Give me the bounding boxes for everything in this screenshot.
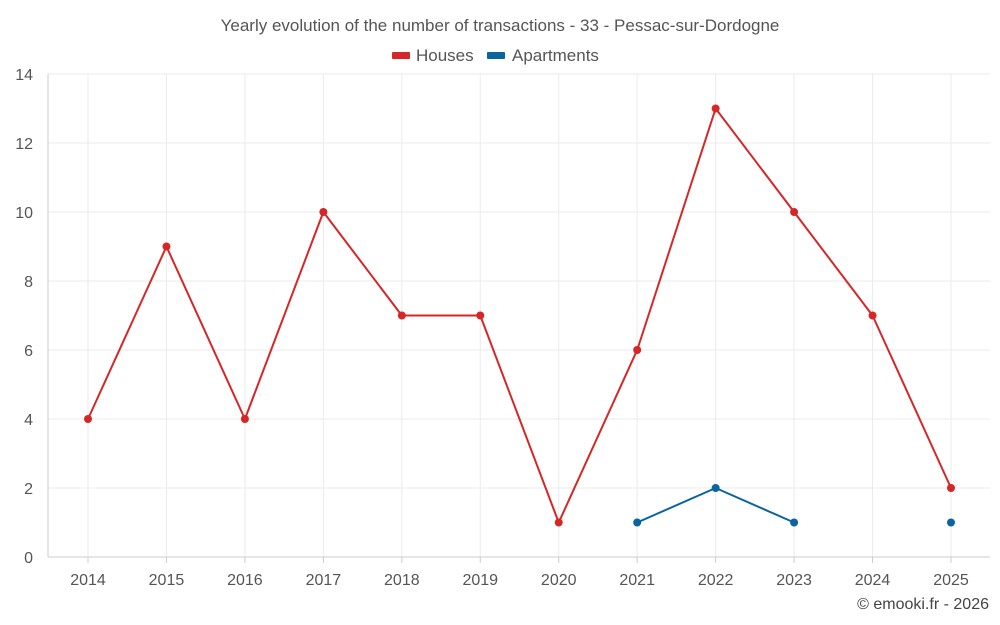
- data-point-houses-2021[interactable]: [633, 346, 642, 354]
- data-point-apartments-2022[interactable]: [711, 484, 720, 492]
- data-point-houses-2019[interactable]: [476, 311, 485, 320]
- y-tick-label: 12: [15, 136, 33, 153]
- data-point-houses-2014[interactable]: [84, 415, 92, 423]
- x-tick-label: 2015: [149, 572, 185, 589]
- data-point-houses-2017[interactable]: [319, 208, 328, 216]
- x-tick-label: 2018: [384, 572, 420, 589]
- legend-label-houses: Houses: [416, 46, 474, 65]
- data-point-houses-2015[interactable]: [162, 242, 171, 251]
- legend-item-houses[interactable]: Houses: [392, 46, 474, 65]
- legend-swatch-apartments: [487, 52, 505, 59]
- series-apartments: [633, 484, 955, 527]
- data-point-houses-2020[interactable]: [554, 518, 563, 527]
- data-point-houses-2023[interactable]: [790, 208, 799, 216]
- data-point-apartments-2025[interactable]: [947, 518, 955, 527]
- y-tick-label: 14: [15, 67, 33, 84]
- x-tick-label: 2023: [776, 572, 812, 589]
- data-point-houses-2024[interactable]: [868, 311, 877, 320]
- data-point-houses-2022[interactable]: [711, 104, 720, 113]
- y-tick-label: 0: [24, 550, 33, 567]
- x-tick-label: 2014: [70, 572, 106, 589]
- x-tick-label: 2025: [933, 572, 969, 589]
- x-tick-label: 2020: [541, 572, 577, 589]
- x-tick-label: 2022: [698, 572, 734, 589]
- data-point-houses-2016[interactable]: [240, 415, 249, 423]
- series-houses: [84, 104, 955, 527]
- series: [84, 104, 955, 527]
- data-point-apartments-2021[interactable]: [633, 518, 642, 527]
- y-tick-label: 8: [24, 274, 33, 291]
- chart-title: Yearly evolution of the number of transa…: [221, 16, 780, 35]
- legend-swatch-houses: [392, 52, 410, 59]
- y-tick-label: 2: [24, 481, 33, 498]
- x-tick-label: 2017: [306, 572, 342, 589]
- y-tick-label: 10: [15, 205, 33, 222]
- x-tick-label: 2024: [855, 572, 891, 589]
- legend-label-apartments: Apartments: [512, 46, 599, 65]
- x-tick-label: 2021: [619, 572, 655, 589]
- x-tick-label: 2019: [462, 572, 498, 589]
- series-line-houses: [87, 107, 952, 524]
- legend: Houses Apartments: [392, 46, 599, 65]
- data-point-houses-2018[interactable]: [397, 311, 406, 320]
- credit-text: © emooki.fr - 2026: [857, 596, 989, 613]
- y-tick-label: 6: [24, 343, 33, 360]
- data-point-apartments-2023[interactable]: [790, 518, 799, 527]
- x-tick-label: 2016: [227, 572, 263, 589]
- data-point-houses-2025[interactable]: [947, 484, 955, 492]
- legend-item-apartments[interactable]: Apartments: [487, 46, 599, 65]
- axes: 0 2 4 6 8 10 12 14 2014 2015 2016 2017 2018 2019 2020 2…: [15, 67, 990, 589]
- y-tick-label: 4: [24, 412, 33, 429]
- grid: [48, 73, 990, 557]
